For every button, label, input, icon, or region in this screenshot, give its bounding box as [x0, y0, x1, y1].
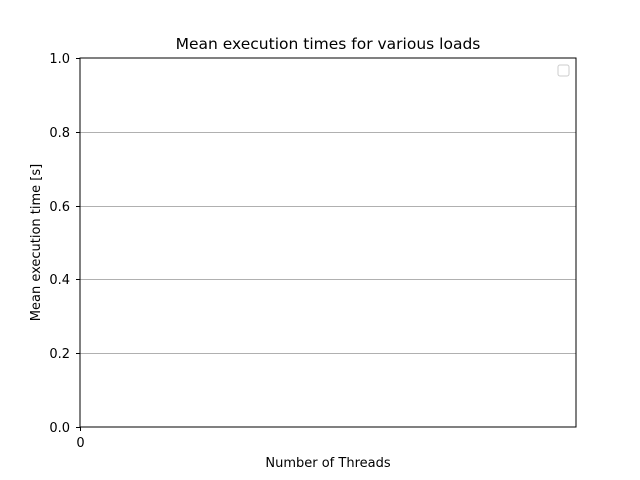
- y-axis-label: Mean execution time [s]: [29, 164, 44, 321]
- x-axis-ticks: 0: [76, 427, 85, 451]
- y-tick-label-0: 0.0: [49, 421, 70, 436]
- y-tick-label-3: 0.6: [49, 200, 70, 215]
- y-tick-label-2: 0.4: [49, 273, 70, 288]
- y-tick-label-4: 0.8: [49, 126, 70, 141]
- grid-lines: [80, 132, 576, 354]
- y-tick-label-5: 1.0: [49, 52, 70, 67]
- chart-title: Mean execution times for various loads: [176, 35, 481, 53]
- x-tick-label-0: 0: [76, 436, 84, 451]
- y-axis-ticks: 0.0 0.2 0.4 0.6 0.8 1.0: [49, 52, 80, 436]
- legend-box: [557, 64, 570, 77]
- y-tick-label-1: 0.2: [49, 347, 70, 362]
- x-axis-label: Number of Threads: [265, 456, 390, 471]
- plot-area-frame: [79, 57, 577, 428]
